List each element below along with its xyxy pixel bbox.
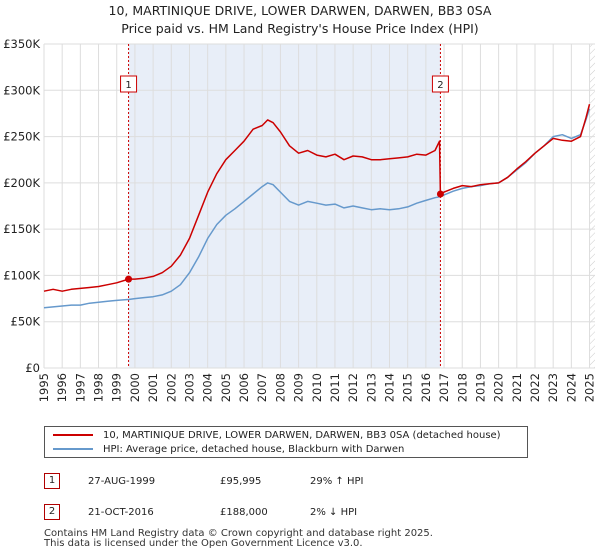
annotation-badge-1: 1 bbox=[44, 473, 60, 489]
x-tick-label: 1999 bbox=[110, 373, 124, 402]
y-tick-label: £150K bbox=[3, 222, 40, 236]
y-tick-label: £100K bbox=[3, 268, 40, 282]
x-tick-label: 1998 bbox=[92, 373, 106, 402]
y-tick-label: £200K bbox=[3, 176, 40, 190]
annotation-price-1: £95,995 bbox=[220, 476, 262, 487]
x-tick-label: 2007 bbox=[255, 373, 269, 402]
legend-label-hpi: HPI: Average price, detached house, Blac… bbox=[103, 444, 405, 455]
series-line-property bbox=[43, 104, 591, 292]
y-tick-label: £50K bbox=[11, 315, 41, 329]
shaded-range-1 bbox=[128, 44, 441, 368]
x-tick-label: 2020 bbox=[492, 373, 506, 402]
sale-badge-label-2: 2 bbox=[437, 80, 443, 91]
legend: 10, MARTINIQUE DRIVE, LOWER DARWEN, DARW… bbox=[44, 426, 528, 458]
x-tick-label: 1997 bbox=[73, 373, 87, 402]
footer-line-1: Contains HM Land Registry data © Crown c… bbox=[44, 528, 433, 539]
x-tick-label: 2016 bbox=[419, 373, 433, 402]
x-tick-label: 2010 bbox=[310, 373, 324, 402]
x-tick-label: 2024 bbox=[564, 373, 578, 402]
title-line-2: Price paid vs. HM Land Registry's House … bbox=[121, 21, 479, 36]
x-tick-label: 2021 bbox=[510, 373, 524, 402]
x-tick-label: 2011 bbox=[328, 373, 342, 402]
series-layer bbox=[43, 104, 591, 309]
legend-swatch-hpi bbox=[53, 448, 93, 450]
y-tick-label: £250K bbox=[3, 130, 40, 144]
annotation-hpi-2: 2% ↓ HPI bbox=[310, 507, 358, 518]
x-tick-label: 2022 bbox=[528, 373, 542, 402]
legend-swatch-property bbox=[53, 434, 93, 436]
shade-layer bbox=[128, 44, 595, 368]
x-tick-label: 2013 bbox=[364, 373, 378, 402]
sale-lines bbox=[128, 44, 441, 368]
x-tick-label: 1996 bbox=[55, 373, 69, 402]
legend-item-property: 10, MARTINIQUE DRIVE, LOWER DARWEN, DARW… bbox=[53, 429, 501, 443]
annotation-badge-2: 2 bbox=[44, 504, 60, 520]
title-line-1: 10, MARTINIQUE DRIVE, LOWER DARWEN, DARW… bbox=[108, 3, 492, 18]
x-tick-label: 2012 bbox=[346, 373, 360, 402]
sale-badge-box-2 bbox=[431, 75, 449, 93]
annotation-date-1: 27-AUG-1999 bbox=[88, 476, 156, 487]
sale-badge-label-1: 1 bbox=[125, 80, 131, 91]
x-tick-label: 2018 bbox=[455, 373, 469, 402]
hatched-range-2 bbox=[589, 44, 595, 368]
y-tick-label: £350K bbox=[3, 37, 40, 51]
x-tick-label: 2009 bbox=[292, 373, 306, 402]
x-tick-label: 2015 bbox=[401, 373, 415, 402]
x-tick-label: 2023 bbox=[546, 373, 560, 402]
x-tick-label: 2004 bbox=[201, 373, 215, 402]
x-tick-label: 2017 bbox=[437, 373, 451, 402]
footer-line-2: This data is licensed under the Open Gov… bbox=[44, 538, 363, 549]
x-tick-label: 2000 bbox=[128, 373, 142, 402]
x-tick-label: 2025 bbox=[583, 373, 597, 402]
legend-item-hpi: HPI: Average price, detached house, Blac… bbox=[53, 443, 404, 457]
axis-layer: £0 £50K £100K £150K £200K £250K £300K £350K 1995… bbox=[3, 37, 596, 402]
sale-badge-box-1 bbox=[120, 75, 138, 93]
chart-title: 10, MARTINIQUE DRIVE, LOWER DARWEN, DARW… bbox=[0, 2, 600, 38]
sale-point-1 bbox=[125, 275, 133, 283]
x-tick-label: 2019 bbox=[473, 373, 487, 402]
x-tick-label: 2002 bbox=[164, 373, 178, 402]
footer: Contains HM Land Registry data © Crown c… bbox=[44, 529, 433, 549]
x-tick-label: 2005 bbox=[219, 373, 233, 402]
annotation-date-2: 21-OCT-2016 bbox=[88, 507, 154, 518]
sale-point-2 bbox=[436, 190, 444, 198]
x-tick-label: 2006 bbox=[237, 373, 251, 402]
y-tick-label: £300K bbox=[3, 83, 40, 97]
legend-label-property: 10, MARTINIQUE DRIVE, LOWER DARWEN, DARW… bbox=[103, 430, 501, 441]
x-tick-label: 2014 bbox=[383, 373, 397, 402]
x-tick-label: 2001 bbox=[146, 373, 160, 402]
annotation-price-2: £188,000 bbox=[220, 507, 268, 518]
annotation-hpi-1: 29% ↑ HPI bbox=[310, 476, 364, 487]
x-tick-label: 1995 bbox=[37, 373, 51, 402]
x-tick-label: 2003 bbox=[182, 373, 196, 402]
y-tick-label: £0 bbox=[25, 361, 40, 375]
x-tick-label: 2008 bbox=[273, 373, 287, 402]
grid-layer bbox=[43, 43, 595, 369]
